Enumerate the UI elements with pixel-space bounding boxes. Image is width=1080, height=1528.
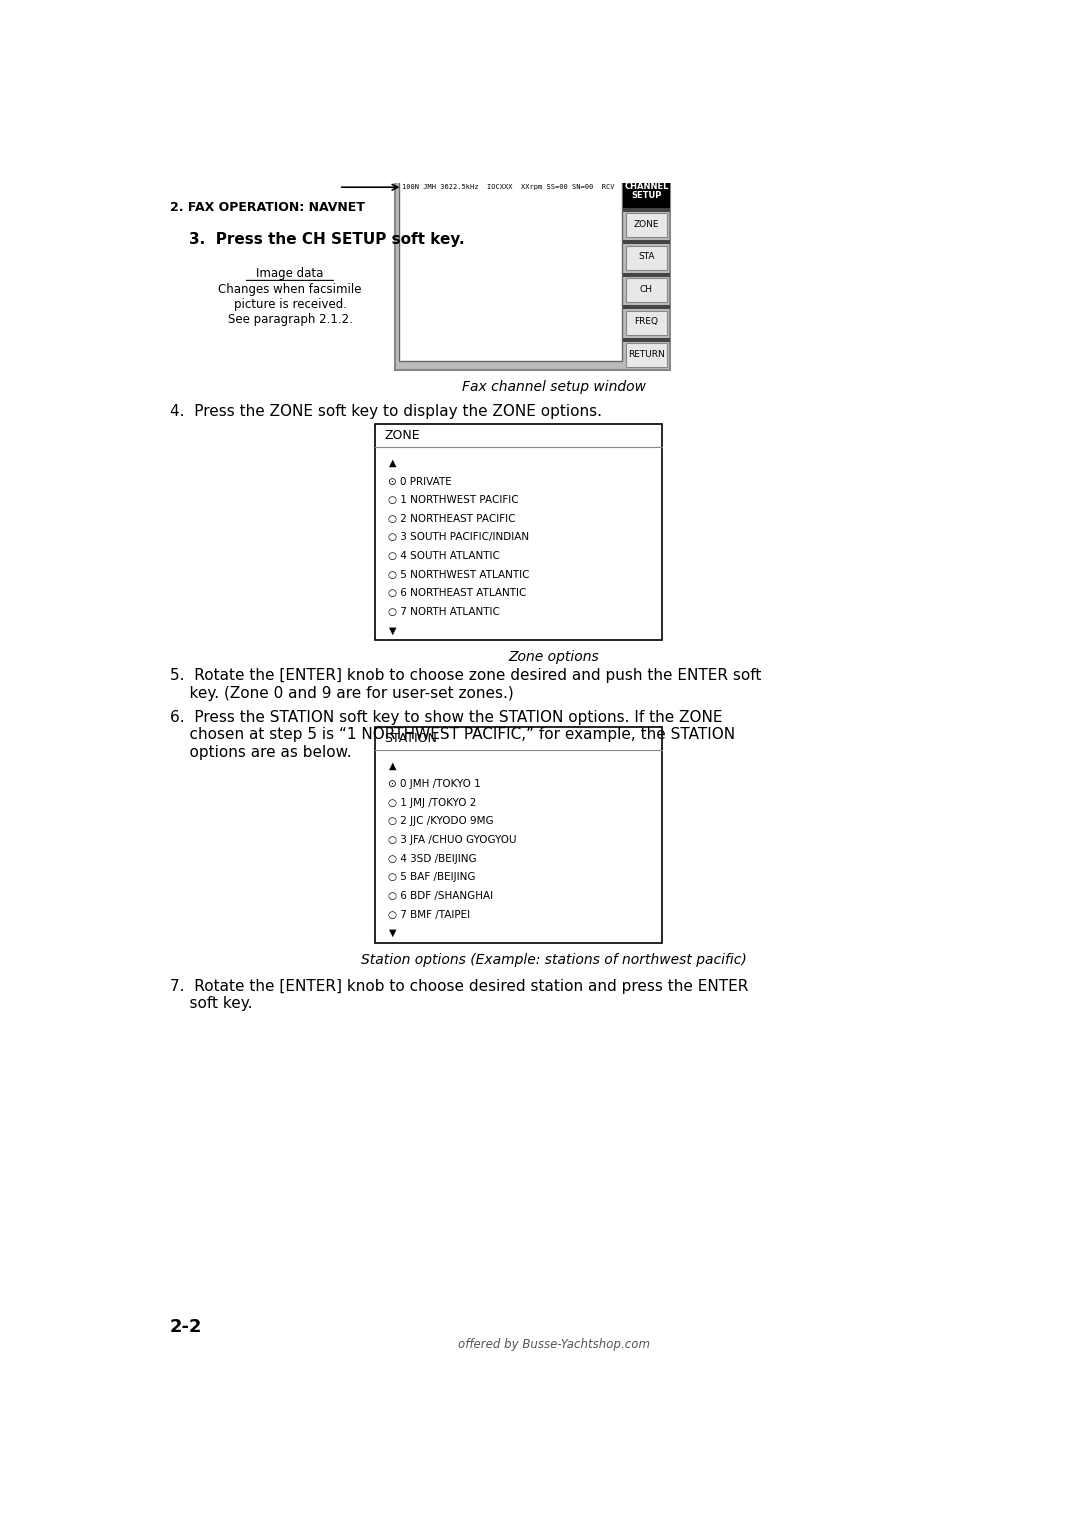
Text: Changes when facsimile
picture is received.
See paragraph 2.1.2.: Changes when facsimile picture is receiv… (218, 284, 362, 327)
Text: Image data: Image data (256, 266, 324, 280)
FancyBboxPatch shape (623, 174, 670, 208)
FancyBboxPatch shape (625, 278, 667, 303)
FancyBboxPatch shape (623, 208, 670, 212)
Text: ⊙ 0 JMH /TOKYO 1: ⊙ 0 JMH /TOKYO 1 (388, 779, 481, 788)
Text: ○ 2 JJC /KYODO 9MG: ○ 2 JJC /KYODO 9MG (388, 816, 494, 827)
FancyBboxPatch shape (375, 727, 662, 943)
FancyBboxPatch shape (400, 179, 622, 361)
Text: 4.  Press the ZONE soft key to display the ZONE options.: 4. Press the ZONE soft key to display th… (170, 403, 602, 419)
FancyBboxPatch shape (623, 338, 670, 342)
Text: ○ 6 NORTHEAST ATLANTIC: ○ 6 NORTHEAST ATLANTIC (388, 588, 526, 599)
Text: CHANNEL
SETUP: CHANNEL SETUP (624, 182, 669, 200)
Text: 3.  Press the CH SETUP soft key.: 3. Press the CH SETUP soft key. (189, 232, 464, 248)
Text: ○ 3 SOUTH PACIFIC/INDIAN: ○ 3 SOUTH PACIFIC/INDIAN (388, 532, 529, 542)
FancyBboxPatch shape (623, 306, 670, 309)
Text: 100N JMH 3622.5kHz  IOCXXX  XXrpm SS=00 SN=00  RCV: 100N JMH 3622.5kHz IOCXXX XXrpm SS=00 SN… (403, 185, 615, 189)
Text: ▲: ▲ (389, 458, 396, 468)
Text: ▼: ▼ (389, 929, 396, 938)
Text: STA: STA (638, 252, 654, 261)
Text: ZONE: ZONE (634, 220, 659, 229)
Text: Fax channel setup window: Fax channel setup window (461, 380, 646, 394)
Text: STATION: STATION (384, 732, 437, 746)
Text: ▲: ▲ (389, 761, 396, 770)
Text: ○ 5 NORTHWEST ATLANTIC: ○ 5 NORTHWEST ATLANTIC (388, 570, 529, 579)
Text: ○ 4 3SD /BEIJING: ○ 4 3SD /BEIJING (388, 854, 476, 863)
FancyBboxPatch shape (623, 240, 670, 244)
FancyBboxPatch shape (625, 310, 667, 335)
Text: RETURN: RETURN (629, 350, 665, 359)
Text: 2. FAX OPERATION: NAVNET: 2. FAX OPERATION: NAVNET (170, 202, 365, 214)
Text: ○ 6 BDF /SHANGHAI: ○ 6 BDF /SHANGHAI (388, 891, 492, 902)
Text: FREQ: FREQ (635, 318, 659, 327)
Text: Station options (Example: stations of northwest pacific): Station options (Example: stations of no… (361, 953, 746, 967)
FancyBboxPatch shape (394, 174, 670, 370)
Text: ⊙ 0 PRIVATE: ⊙ 0 PRIVATE (388, 477, 451, 486)
Text: 2-2: 2-2 (170, 1317, 202, 1335)
Text: ○ 7 NORTH ATLANTIC: ○ 7 NORTH ATLANTIC (388, 607, 500, 617)
Text: ○ 2 NORTHEAST PACIFIC: ○ 2 NORTHEAST PACIFIC (388, 513, 515, 524)
Text: 5.  Rotate the [ENTER] knob to choose zone desired and push the ENTER soft
    k: 5. Rotate the [ENTER] knob to choose zon… (170, 668, 761, 701)
FancyBboxPatch shape (375, 425, 662, 640)
Text: Zone options: Zone options (508, 649, 599, 665)
Text: 6.  Press the STATION soft key to show the STATION options. If the ZONE
    chos: 6. Press the STATION soft key to show th… (170, 711, 735, 759)
Text: ○ 1 JMJ /TOKYO 2: ○ 1 JMJ /TOKYO 2 (388, 798, 476, 808)
Text: CH: CH (640, 284, 653, 293)
Text: ○ 7 BMF /TAIPEI: ○ 7 BMF /TAIPEI (388, 909, 470, 920)
FancyBboxPatch shape (625, 214, 667, 237)
FancyBboxPatch shape (625, 344, 667, 367)
Text: ZONE: ZONE (384, 429, 420, 443)
Text: ○ 5 BAF /BEIJING: ○ 5 BAF /BEIJING (388, 872, 475, 882)
Text: offered by Busse-Yachtshop.com: offered by Busse-Yachtshop.com (458, 1339, 649, 1351)
Text: ▼: ▼ (389, 625, 396, 636)
Text: ○ 1 NORTHWEST PACIFIC: ○ 1 NORTHWEST PACIFIC (388, 495, 518, 506)
FancyBboxPatch shape (625, 246, 667, 270)
Text: ○ 3 JFA /CHUO GYOGYOU: ○ 3 JFA /CHUO GYOGYOU (388, 836, 516, 845)
Text: ○ 4 SOUTH ATLANTIC: ○ 4 SOUTH ATLANTIC (388, 552, 500, 561)
Text: 7.  Rotate the [ENTER] knob to choose desired station and press the ENTER
    so: 7. Rotate the [ENTER] knob to choose des… (170, 979, 748, 1012)
FancyBboxPatch shape (623, 274, 670, 277)
